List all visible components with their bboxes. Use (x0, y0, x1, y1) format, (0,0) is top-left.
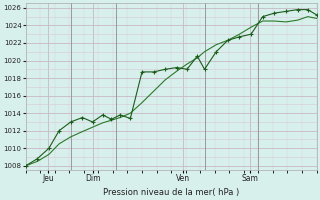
X-axis label: Pression niveau de la mer( hPa ): Pression niveau de la mer( hPa ) (103, 188, 239, 197)
